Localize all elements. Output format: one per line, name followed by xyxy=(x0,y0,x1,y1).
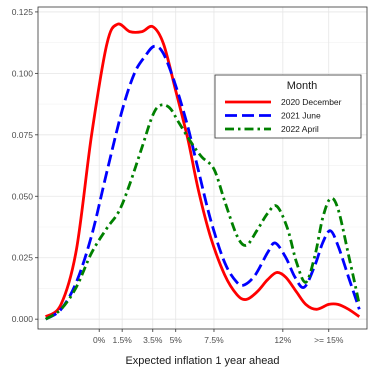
legend-box xyxy=(214,74,362,139)
series-layer xyxy=(44,22,361,321)
x-tick-label: 5% xyxy=(170,335,183,345)
series-line-2 xyxy=(44,44,361,321)
legend-label-3: 2022 April xyxy=(281,124,319,134)
x-tick-label: 0% xyxy=(93,335,106,345)
y-tick-label: 0.100 xyxy=(12,68,34,78)
y-tick-label: 0.025 xyxy=(12,253,34,263)
legend: Month 2020 December 2021 June 2022 April xyxy=(214,74,362,139)
legend-items: 2020 December 2021 June 2022 April xyxy=(225,97,342,134)
x-tick-label: >= 15% xyxy=(314,335,344,345)
legend-label-2: 2021 June xyxy=(281,111,321,121)
x-axis: 0% 1.5% 3.5% 5% 7.5% 12% >= 15% xyxy=(93,329,344,345)
y-axis: 0.000 0.025 0.050 0.075 0.100 0.125 xyxy=(12,7,38,324)
x-tick-label: 12% xyxy=(274,335,291,345)
y-tick-label: 0.125 xyxy=(12,7,34,17)
x-tick-label: 3.5% xyxy=(143,335,163,345)
x-tick-label: 1.5% xyxy=(112,335,132,345)
legend-title: Month xyxy=(287,80,318,92)
x-axis-title: Expected inflation 1 year ahead xyxy=(125,355,279,367)
y-tick-label: 0.000 xyxy=(12,314,34,324)
y-tick-label: 0.075 xyxy=(12,130,34,140)
series-line-3 xyxy=(44,103,361,321)
panel-border xyxy=(37,6,368,330)
legend-label-1: 2020 December xyxy=(281,97,342,107)
series-line-1 xyxy=(44,22,361,318)
x-tick-label: 7.5% xyxy=(204,335,224,345)
y-tick-label: 0.050 xyxy=(12,191,34,201)
